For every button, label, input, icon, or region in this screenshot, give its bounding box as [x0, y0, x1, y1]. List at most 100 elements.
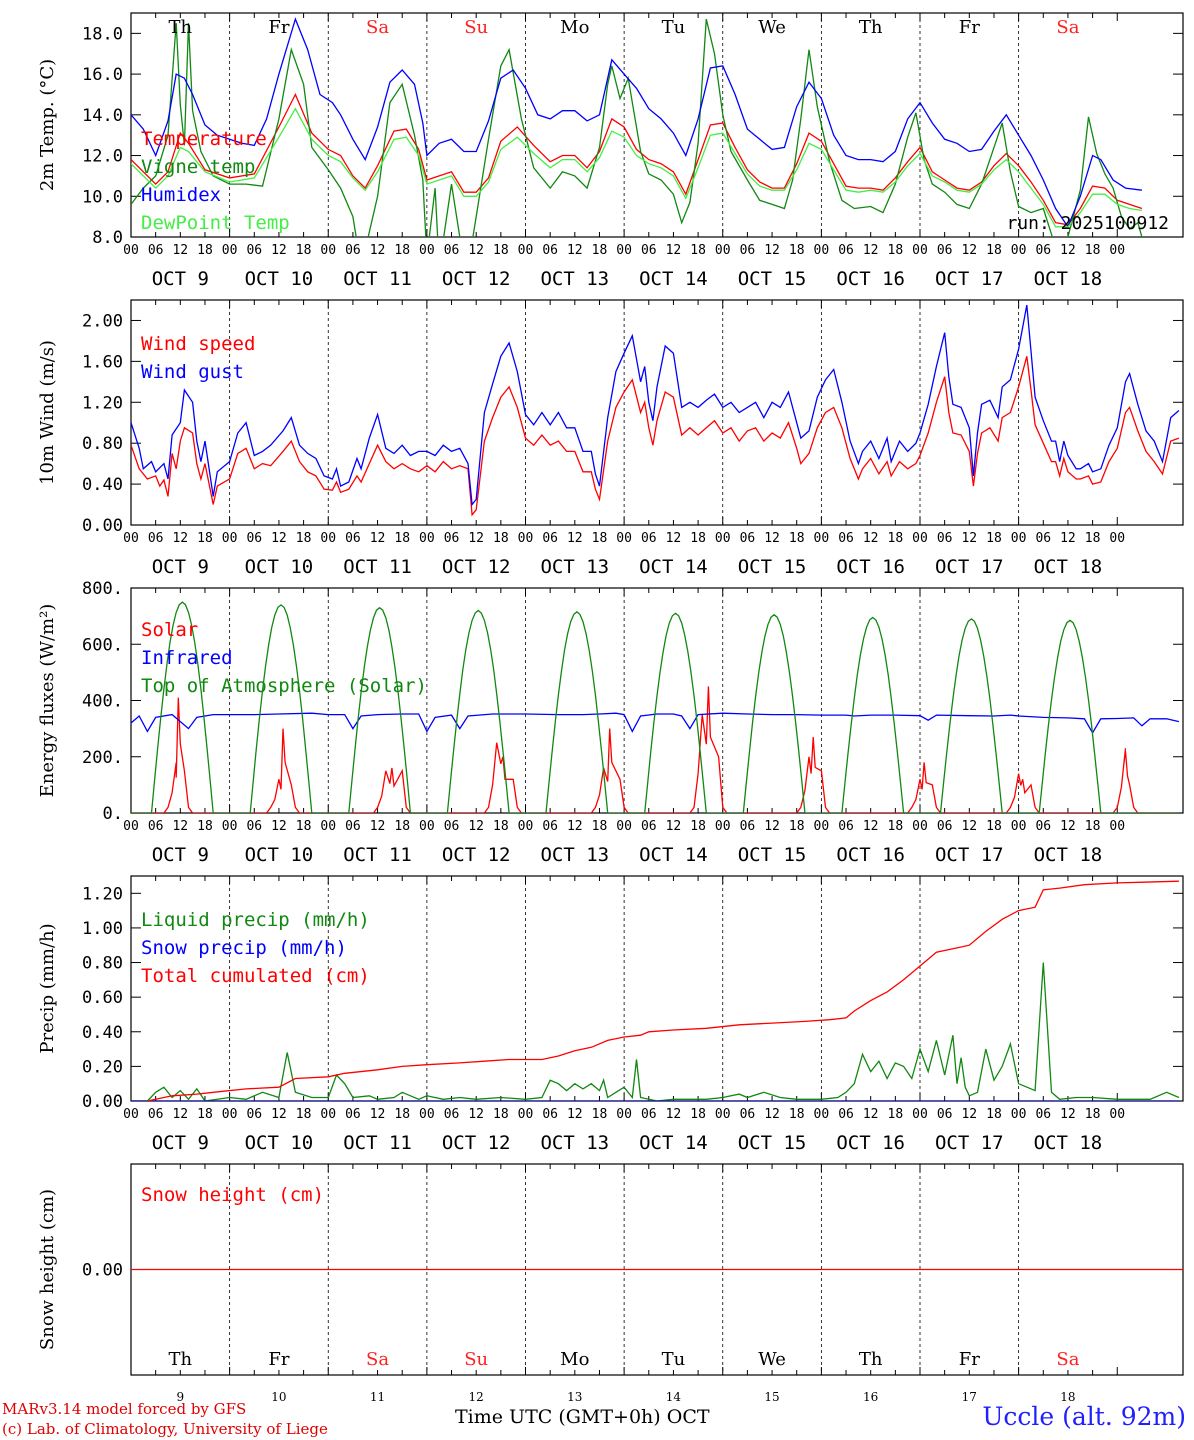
date-label: OCT 12: [442, 556, 511, 578]
date-label: OCT 16: [836, 268, 905, 290]
date-label: OCT 15: [738, 556, 807, 578]
x-tick-label: 00: [419, 531, 435, 546]
weekday-label: Fr: [268, 17, 289, 38]
x-tick-label: 12: [1060, 1107, 1076, 1122]
legend-entry: Snow precip (mm/h): [141, 937, 347, 959]
day-number: 11: [370, 1390, 385, 1404]
x-tick-label: 00: [912, 243, 928, 258]
day-number: 17: [962, 1390, 977, 1404]
x-tick-label: 00: [814, 531, 830, 546]
x-tick-label: 00: [320, 531, 336, 546]
weekday-label: Sa: [1056, 1349, 1079, 1370]
x-tick-label: 00: [715, 531, 731, 546]
x-tick-label: 18: [394, 819, 410, 834]
x-tick-label: 12: [666, 243, 682, 258]
date-label: OCT 18: [1034, 268, 1103, 290]
y-tick-label: 18.0: [82, 24, 123, 44]
x-tick-label: 12: [370, 819, 386, 834]
x-tick-label: 00: [222, 819, 238, 834]
y-tick-label: 1.00: [82, 919, 123, 939]
x-tick-label: 12: [370, 1107, 386, 1122]
y-tick-label: 0.80: [82, 434, 123, 454]
x-tick-label: 12: [863, 531, 879, 546]
x-tick-label: 00: [912, 1107, 928, 1122]
x-tick-label: 06: [641, 531, 657, 546]
date-label: OCT 11: [343, 1132, 412, 1154]
day-number: 18: [1060, 1390, 1075, 1404]
x-tick-label: 06: [838, 531, 854, 546]
legend-entry: Total cumulated (cm): [141, 965, 370, 987]
y-tick-label: 8.0: [92, 228, 123, 248]
x-tick-label: 18: [1085, 819, 1101, 834]
weekday-label: Su: [464, 17, 488, 38]
x-tick-label: 06: [542, 819, 558, 834]
series-line-2: [131, 304, 1180, 507]
x-tick-label: 00: [616, 243, 632, 258]
x-tick-label: 00: [1109, 1107, 1125, 1122]
date-label: OCT 9: [152, 844, 209, 866]
date-label: OCT 17: [935, 556, 1004, 578]
x-tick-label: 00: [123, 1107, 139, 1122]
x-tick-label: 18: [296, 243, 312, 258]
x-tick-label: 18: [888, 1107, 904, 1122]
x-tick-label: 06: [1035, 243, 1051, 258]
x-tick-label: 18: [296, 531, 312, 546]
date-label: OCT 18: [1034, 1132, 1103, 1154]
x-tick-label: 12: [567, 531, 583, 546]
x-tick-label: 12: [764, 531, 780, 546]
x-tick-label: 00: [123, 243, 139, 258]
panel-1: [130, 12, 1184, 238]
x-tick-label: 06: [345, 531, 361, 546]
x-tick-label: 18: [888, 243, 904, 258]
x-tick-label: 00: [912, 531, 928, 546]
x-tick-label: 12: [172, 819, 188, 834]
x-tick-label: 06: [1035, 1107, 1051, 1122]
x-tick-label: 18: [394, 531, 410, 546]
date-label: OCT 17: [935, 844, 1004, 866]
date-label: OCT 10: [245, 268, 314, 290]
lab-credit: (c) Lab. of Climatology, University of L…: [2, 1420, 328, 1438]
date-label: OCT 18: [1034, 556, 1103, 578]
x-tick-label: 12: [271, 243, 287, 258]
x-tick-label: 18: [1085, 531, 1101, 546]
plot-frame: [130, 12, 1184, 238]
x-tick-label: 12: [961, 243, 977, 258]
date-label: OCT 10: [245, 1132, 314, 1154]
x-tick-label: 18: [986, 243, 1002, 258]
x-tick-label: 12: [764, 1107, 780, 1122]
x-tick-label: 00: [518, 819, 534, 834]
panel-4: [130, 875, 1184, 1102]
x-tick-label: 06: [937, 531, 953, 546]
model-credit: MARv3.14 model forced by GFS: [2, 1400, 247, 1418]
x-tick-label: 12: [666, 819, 682, 834]
x-tick-label: 00: [518, 1107, 534, 1122]
x-tick-label: 18: [888, 531, 904, 546]
x-tick-label: 06: [937, 1107, 953, 1122]
date-label: OCT 12: [442, 1132, 511, 1154]
x-tick-label: 12: [863, 1107, 879, 1122]
x-tick-label: 12: [764, 243, 780, 258]
x-tick-label: 00: [912, 819, 928, 834]
x-tick-label: 00: [1011, 243, 1027, 258]
x-tick-label: 00: [814, 819, 830, 834]
x-tick-label: 06: [345, 243, 361, 258]
date-label: OCT 13: [540, 844, 609, 866]
weekday-label: Tu: [662, 1349, 686, 1370]
x-tick-label: 00: [715, 819, 731, 834]
legend-entry: Wind speed: [141, 333, 255, 355]
y-axis-label: 10m Wind (m/s): [37, 340, 58, 485]
x-tick-label: 12: [764, 819, 780, 834]
x-tick-label: 12: [468, 819, 484, 834]
x-tick-label: 00: [814, 243, 830, 258]
date-label: OCT 15: [738, 844, 807, 866]
y-tick-label: 0.00: [82, 1092, 123, 1112]
x-tick-label: 00: [1011, 1107, 1027, 1122]
x-tick-label: 06: [542, 243, 558, 258]
legend-entry: Infrared: [141, 647, 233, 669]
y-tick-label: 0.40: [82, 1023, 123, 1043]
day-number: 15: [764, 1390, 779, 1404]
series-line-1: [131, 686, 1179, 813]
date-label: OCT 14: [639, 844, 708, 866]
date-label: OCT 15: [738, 1132, 807, 1154]
legend-entry: Wind gust: [141, 361, 244, 383]
